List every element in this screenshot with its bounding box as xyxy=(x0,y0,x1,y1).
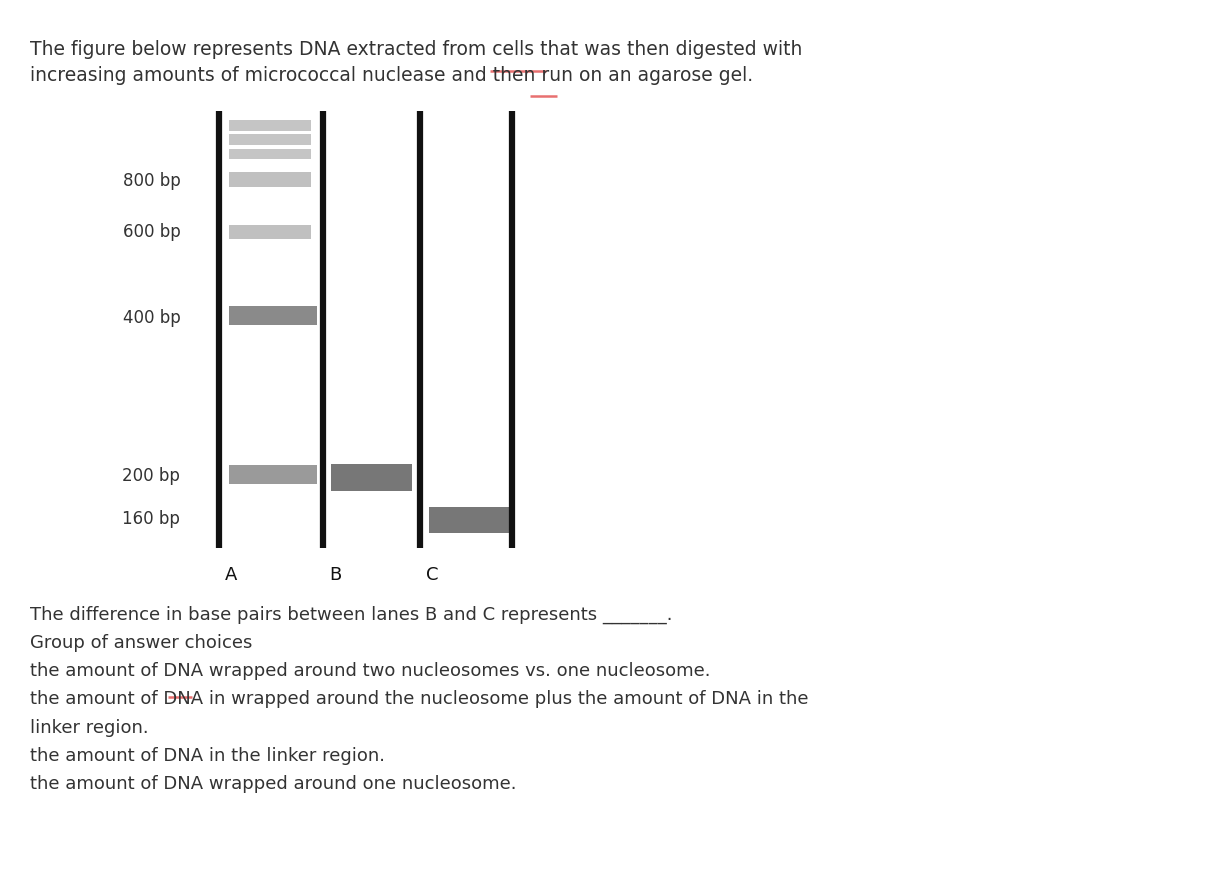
Text: the amount of DNA wrapped around two nucleosomes vs. one nucleosome.: the amount of DNA wrapped around two nuc… xyxy=(30,662,711,680)
Text: linker region.: linker region. xyxy=(30,719,149,736)
Text: The figure below represents DNA extracted from cells that was then digested with: The figure below represents DNA extracte… xyxy=(30,40,803,58)
Bar xyxy=(331,464,412,491)
Text: 160 bp: 160 bp xyxy=(122,510,180,528)
Text: 200 bp: 200 bp xyxy=(122,468,180,485)
Text: 800 bp: 800 bp xyxy=(123,172,180,190)
Text: increasing amounts of micrococcal nuclease and then run on an agarose gel.: increasing amounts of micrococcal nuclea… xyxy=(30,66,754,85)
Text: A: A xyxy=(225,566,238,583)
Text: B: B xyxy=(329,566,341,583)
Text: the amount of DNA in wrapped around the nucleosome plus the amount of DNA in the: the amount of DNA in wrapped around the … xyxy=(30,690,809,708)
Bar xyxy=(229,149,311,159)
Text: 400 bp: 400 bp xyxy=(123,309,180,327)
Text: Group of answer choices: Group of answer choices xyxy=(30,634,253,652)
Text: The difference in base pairs between lanes B and C represents _______.: The difference in base pairs between lan… xyxy=(30,606,674,624)
Text: the amount of DNA in the linker region.: the amount of DNA in the linker region. xyxy=(30,747,385,765)
Text: 600 bp: 600 bp xyxy=(123,224,180,241)
Bar xyxy=(229,120,311,131)
Bar xyxy=(229,225,311,239)
Bar xyxy=(229,306,317,325)
Bar xyxy=(229,134,311,145)
Text: C: C xyxy=(426,566,438,583)
Text: the amount of DNA wrapped around one nucleosome.: the amount of DNA wrapped around one nuc… xyxy=(30,775,516,793)
Bar xyxy=(429,507,509,533)
Bar xyxy=(229,465,317,484)
Bar xyxy=(229,172,311,187)
